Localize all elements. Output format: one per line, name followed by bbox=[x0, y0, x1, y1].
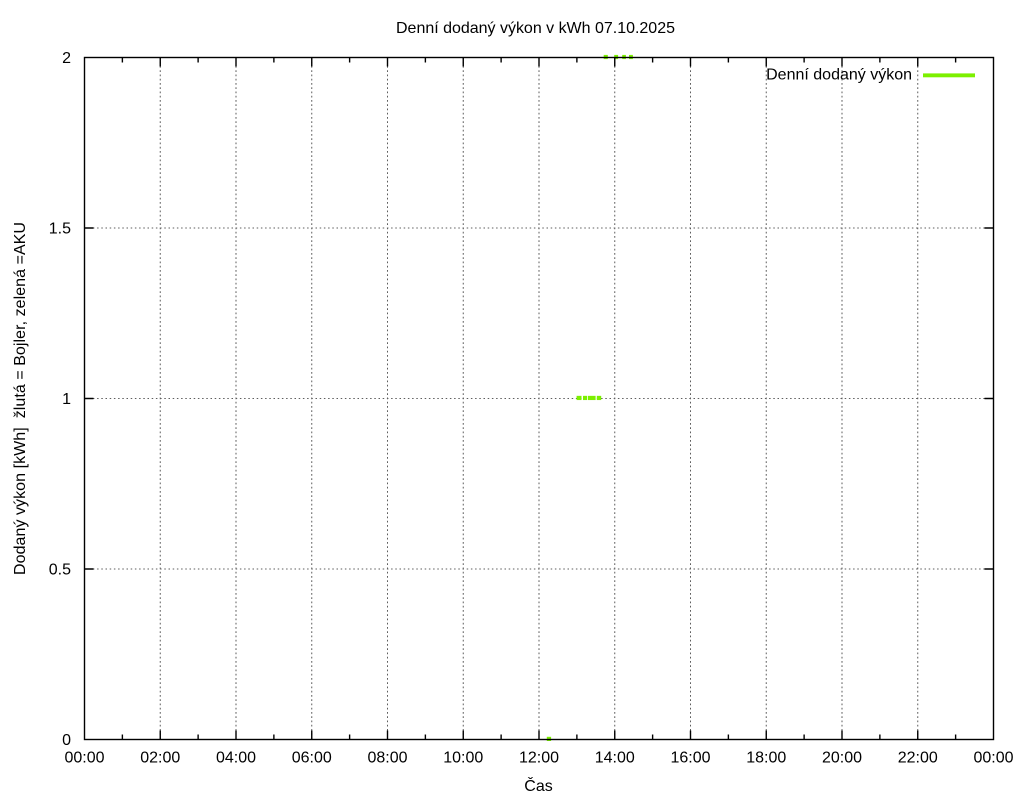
svg-text:0.5: 0.5 bbox=[49, 562, 71, 579]
svg-text:Čas: Čas bbox=[524, 776, 552, 795]
svg-text:Denní dodaný výkon: Denní dodaný výkon bbox=[766, 67, 912, 84]
svg-text:00:00: 00:00 bbox=[973, 750, 1013, 767]
svg-text:06:00: 06:00 bbox=[292, 750, 332, 767]
svg-text:02:00: 02:00 bbox=[140, 750, 180, 767]
svg-text:Dodaný výkon [kWh] žlutá = Bo: Dodaný výkon [kWh] žlutá = Bojler, zelen… bbox=[12, 222, 29, 575]
svg-text:22:00: 22:00 bbox=[898, 750, 938, 767]
svg-text:16:00: 16:00 bbox=[670, 750, 710, 767]
svg-text:14:00: 14:00 bbox=[595, 750, 635, 767]
svg-text:1.5: 1.5 bbox=[49, 221, 71, 238]
svg-text:04:00: 04:00 bbox=[216, 750, 256, 767]
svg-text:18:00: 18:00 bbox=[746, 750, 786, 767]
svg-text:12:00: 12:00 bbox=[519, 750, 559, 767]
svg-text:0: 0 bbox=[62, 732, 71, 749]
svg-text:Denní dodaný výkon v kWh 07.10: Denní dodaný výkon v kWh 07.10.2025 bbox=[396, 20, 675, 37]
svg-text:2: 2 bbox=[62, 50, 71, 67]
svg-text:20:00: 20:00 bbox=[822, 750, 862, 767]
svg-text:10:00: 10:00 bbox=[443, 750, 483, 767]
svg-text:00:00: 00:00 bbox=[64, 750, 104, 767]
svg-text:1: 1 bbox=[62, 391, 71, 408]
svg-text:08:00: 08:00 bbox=[367, 750, 407, 767]
